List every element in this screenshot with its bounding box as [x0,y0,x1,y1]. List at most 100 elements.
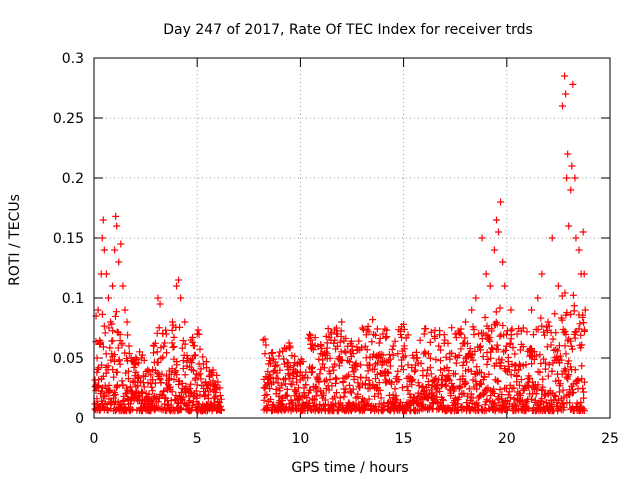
data-point [196,345,204,353]
data-point [562,330,570,338]
data-point [577,344,585,352]
data-point [366,361,374,369]
data-point [168,388,176,396]
data-point [494,377,502,385]
data-point [544,372,552,380]
data-point [310,396,318,404]
data-point [579,384,587,392]
data-point [118,339,126,347]
data-point [98,387,106,395]
data-point [406,390,414,398]
data-point [333,342,341,350]
data-point [100,322,108,330]
data-point [488,325,496,333]
data-point [386,362,394,370]
data-point [493,320,501,328]
data-point [473,385,481,393]
data-point [111,351,119,359]
data-point [441,336,449,344]
data-point [328,382,336,390]
data-point [403,382,411,390]
data-point [580,319,588,327]
data-point [570,307,578,315]
data-point [195,330,203,338]
data-point [190,342,198,350]
data-point [147,371,155,379]
data-point [94,306,102,314]
data-point [452,359,460,367]
data-point [528,360,536,368]
data-point [156,375,164,383]
data-point [119,282,127,290]
data-point [580,405,588,413]
y-tick-label: 0.3 [62,51,84,67]
data-point [470,326,478,334]
data-point [432,356,440,364]
data-point [209,366,217,374]
data-point [160,342,168,350]
data-point [568,345,576,353]
data-point [325,386,333,394]
data-point [384,368,392,376]
data-point [333,375,341,383]
data-point [151,339,159,347]
data-point [283,385,291,393]
data-point [494,345,502,353]
data-point [404,331,412,339]
data-point [533,385,541,393]
data-point [435,342,443,350]
data-point [168,339,176,347]
data-point [186,385,194,393]
data-point [322,348,330,356]
data-point [114,344,122,352]
data-point [448,324,456,332]
data-point [536,368,544,376]
data-point [394,350,402,358]
data-point [444,339,452,347]
data-point [105,324,113,332]
data-point [197,375,205,383]
data-point [123,318,131,326]
data-point [515,366,523,374]
data-point [159,353,167,361]
data-point [111,401,119,409]
y-axis-label: ROTI / TECUs [7,194,23,286]
data-point [373,325,381,333]
data-point [333,389,341,397]
data-point [332,374,340,382]
data-point [291,352,299,360]
data-point [358,324,366,332]
data-point [540,355,548,363]
data-point [113,222,121,230]
data-point [463,392,471,400]
data-point [216,392,224,400]
data-point [356,384,364,392]
data-point [101,329,109,337]
y-tick-label: 0.05 [53,351,84,367]
data-point [201,392,209,400]
data-point [108,320,116,328]
data-point [275,352,283,360]
data-point [186,397,194,405]
data-point [569,80,577,88]
data-point [262,341,270,349]
data-point [173,371,181,379]
data-point [580,388,588,396]
data-point [490,389,498,397]
data-point [369,316,377,324]
data-point [565,357,573,365]
data-point [391,385,399,393]
data-point [93,354,101,362]
data-point [342,334,350,342]
data-point [456,329,464,337]
data-point [486,334,494,342]
data-point [288,381,296,389]
data-point [273,361,281,369]
data-point [269,368,277,376]
data-point [480,373,488,381]
data-point [539,375,547,383]
data-point [416,336,424,344]
data-point [554,282,562,290]
data-point [353,363,361,371]
data-point [317,341,325,349]
